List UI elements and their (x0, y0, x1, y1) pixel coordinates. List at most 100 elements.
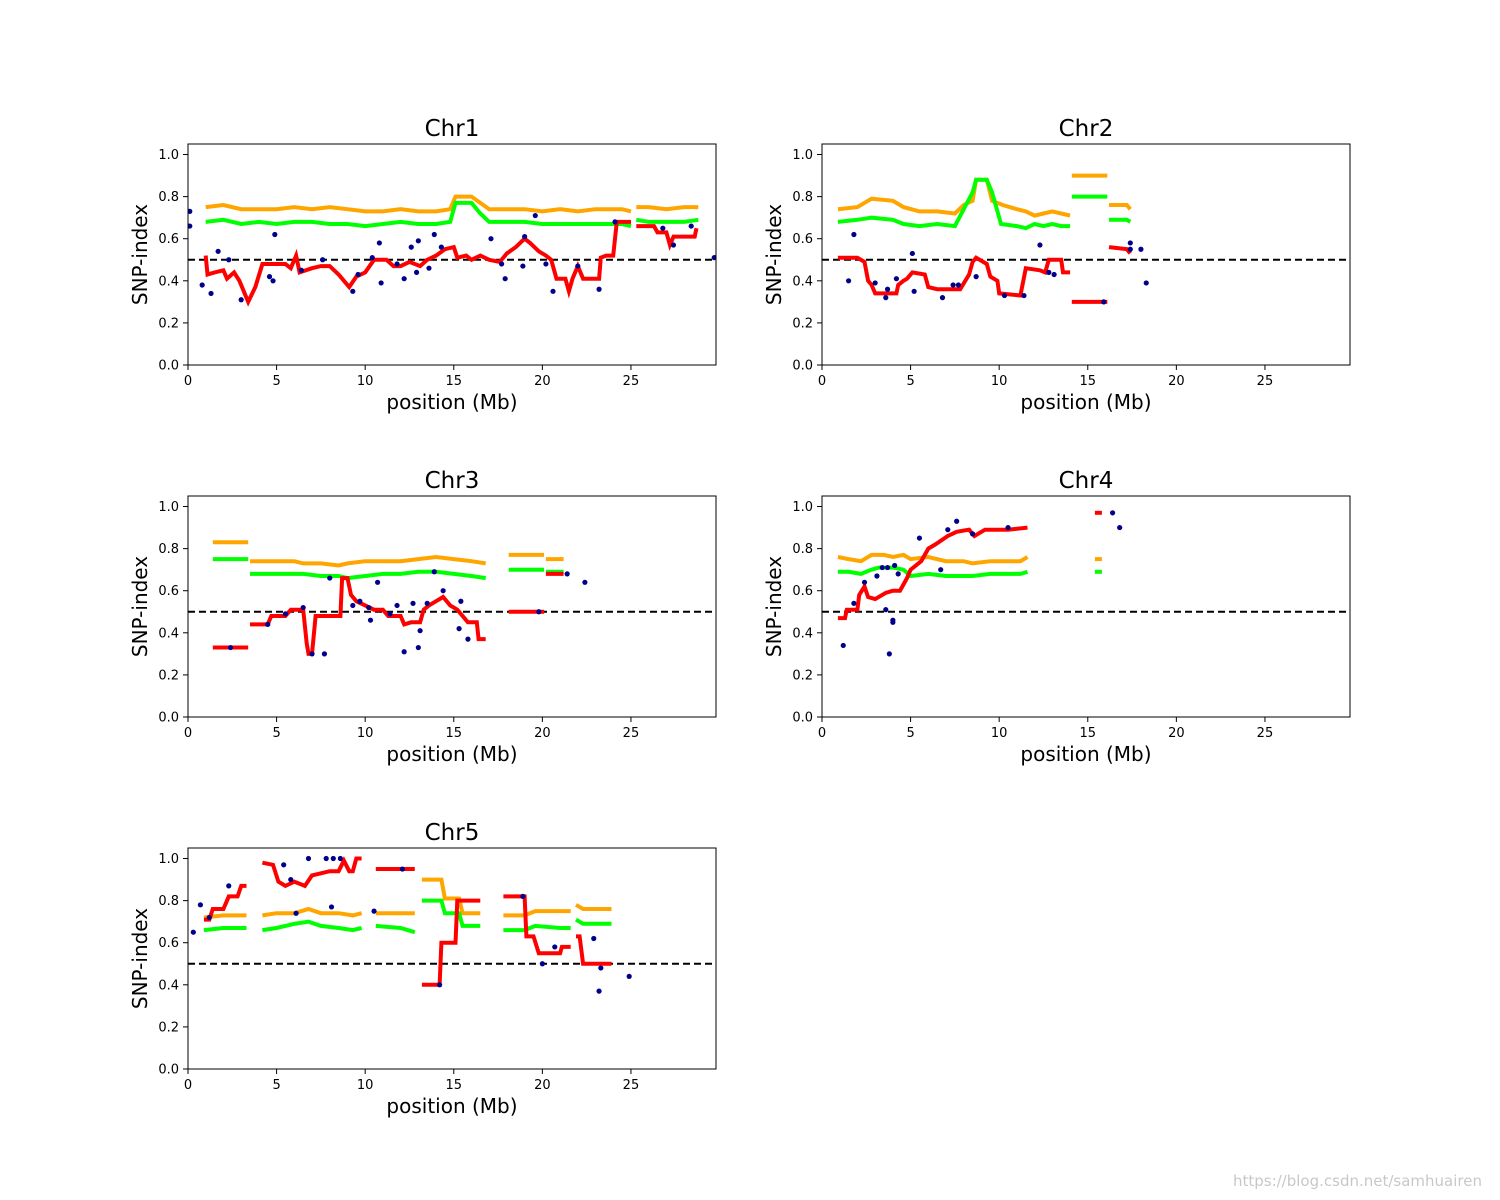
x-axis-label: position (Mb) (1020, 390, 1151, 414)
snp-point-14 (399, 866, 405, 872)
axes-frame (821, 143, 1351, 366)
snp-point-14 (355, 271, 361, 278)
series-lower-segment-4 (421, 898, 481, 928)
snp-point-15 (945, 527, 951, 533)
snp-point-38 (670, 242, 677, 248)
x-tick-label: 20 (534, 1078, 551, 1093)
snp-point-2 (265, 621, 271, 627)
snp-point-10 (950, 282, 956, 288)
x-tick-label: 10 (357, 374, 374, 389)
x-tick-label: 25 (1257, 374, 1274, 389)
snp-point-20 (596, 988, 602, 994)
x-tick-label: 25 (1257, 726, 1274, 741)
snp-point-1 (840, 642, 846, 649)
snp-point-30 (522, 234, 528, 240)
snp-point-22 (456, 626, 462, 632)
x-axis-label: position (Mb) (386, 390, 517, 414)
snp-point-2 (851, 231, 857, 238)
x-tick-label: 10 (357, 726, 374, 741)
snp-point-10 (328, 904, 335, 910)
snp-point-1 (190, 929, 196, 935)
snp-point-16 (954, 518, 960, 524)
snp-point-3 (282, 611, 289, 617)
x-tick-label: 25 (623, 726, 640, 741)
snp-point-13 (371, 908, 377, 914)
x-tick-label: 5 (272, 374, 280, 389)
snp-point-1 (845, 278, 852, 284)
y-tick-label: 0.0 (158, 711, 179, 726)
y-tick-label: 0.4 (158, 274, 179, 289)
snp-point-12 (337, 855, 343, 862)
x-tick-label: 5 (272, 726, 280, 741)
snp-point-13 (350, 288, 356, 294)
snp-point-22 (626, 973, 632, 979)
snp-point-8 (911, 288, 917, 294)
snp-point-18 (1101, 299, 1107, 305)
snp-point-17 (415, 644, 421, 651)
subplot-4: 0 5 10 15 20 25 0.0 0.2 0.4 0.6 0.8 1.0 Chr4 position… (762, 468, 1351, 766)
snp-point-18 (1005, 524, 1011, 531)
x-tick-label: 15 (1079, 726, 1096, 741)
snp-point-2 (197, 902, 204, 908)
snp-point-32 (543, 261, 549, 267)
snp-point-21 (1138, 246, 1144, 252)
series-lower-segment-1 (837, 565, 1029, 579)
snp-point-3 (872, 280, 878, 286)
axes-frame (821, 495, 1351, 718)
snp-point-20 (408, 244, 414, 250)
snp-point-35 (596, 286, 602, 292)
subplot-1-data (188, 194, 716, 307)
snp-point-40 (711, 255, 716, 261)
snp-point-14 (938, 567, 944, 573)
snp-point-5 (879, 564, 885, 571)
y-tick-label: 0.0 (792, 711, 813, 726)
snp-point-9 (323, 855, 329, 862)
y-tick-label: 0.2 (158, 1020, 179, 1035)
y-axis-label: SNP-index (762, 556, 786, 657)
y-tick-label: 1.0 (792, 500, 813, 515)
series-upper-segment-1 (837, 177, 1071, 218)
snp-point-18 (417, 628, 423, 634)
snp-point-19 (424, 600, 430, 606)
x-tick-label: 20 (1168, 374, 1185, 389)
series-lower-segment-5 (503, 923, 571, 933)
series-lower-segment-2 (262, 919, 363, 933)
snp-point-7 (293, 910, 299, 916)
snp-point-6 (321, 651, 328, 657)
y-tick-label: 0.8 (792, 542, 813, 557)
snp-point-19 (1127, 240, 1133, 246)
x-tick-label: 15 (445, 1078, 462, 1093)
series-index-segment-6 (576, 934, 612, 966)
x-tick-label: 0 (184, 726, 192, 741)
snp-point-20 (1127, 246, 1133, 252)
y-tick-label: 0.4 (158, 626, 179, 641)
x-tick-label: 10 (991, 726, 1008, 741)
x-axis-label: position (Mb) (386, 1094, 517, 1118)
x-tick-label: 0 (818, 374, 826, 389)
snp-point-28 (502, 276, 508, 282)
snp-point-7 (327, 575, 333, 581)
y-tick-label: 0.0 (158, 1063, 179, 1078)
snp-point-26 (488, 236, 494, 242)
snp-point-12 (895, 571, 901, 577)
subplot-title: Chr2 (1059, 116, 1114, 142)
snp-point-12 (320, 257, 326, 263)
snp-point-3 (861, 579, 868, 585)
snp-point-8 (266, 274, 273, 280)
snp-point-4 (300, 604, 306, 611)
snp-point-16 (376, 240, 382, 246)
snp-point-2 (188, 223, 193, 229)
series-lower-segment-2 (635, 217, 699, 224)
snp-point-13 (387, 611, 393, 617)
snp-point-26 (564, 571, 570, 577)
x-tick-label: 10 (991, 374, 1008, 389)
y-tick-label: 0.6 (792, 232, 813, 247)
snp-point-10 (366, 604, 372, 611)
snp-point-17 (1051, 271, 1057, 278)
series-index-segment-1 (203, 219, 631, 307)
y-tick-label: 0.6 (158, 232, 179, 247)
x-tick-label: 0 (184, 374, 192, 389)
snp-point-19 (401, 276, 407, 282)
subplot-title: Chr5 (425, 820, 480, 846)
snp-point-14 (1037, 242, 1043, 248)
